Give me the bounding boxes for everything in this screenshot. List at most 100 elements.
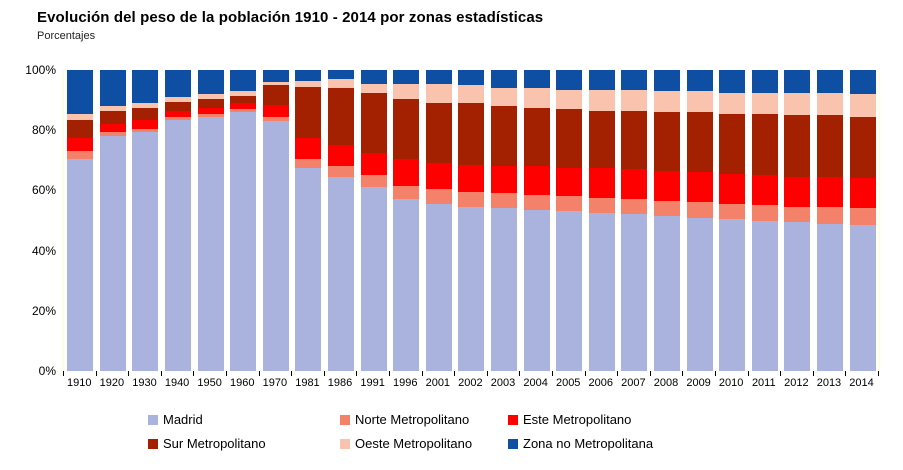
bar-segment-oeste-metropolitano: [165, 97, 192, 102]
bar-segment-zona-no-metropolitana: [523, 70, 550, 89]
bar-2002: [455, 70, 488, 371]
bar-segment-madrid: [621, 214, 648, 371]
bar-segment-madrid: [556, 211, 583, 371]
bar-1991: [357, 70, 390, 371]
bar-segment-sur-metropolitano: [262, 85, 289, 105]
bar-segment-norte-metropolitano: [523, 194, 550, 210]
bar-segment-este-metropolitano: [230, 103, 257, 110]
legend-item-zona-no-metropolitana: Zona no Metropolitana: [508, 436, 768, 451]
bar-segment-oeste-metropolitano: [523, 88, 550, 108]
bar-segment-madrid: [132, 131, 159, 371]
bar-segment-este-metropolitano: [197, 107, 224, 114]
x-tick-label-1910: 1910: [67, 377, 92, 389]
axis-tick: [128, 371, 130, 376]
bar-segment-madrid: [719, 219, 746, 371]
x-tick-label-1920: 1920: [99, 377, 125, 389]
bar-segment-madrid: [328, 176, 355, 371]
bar-segment-norte-metropolitano: [621, 199, 648, 215]
bar-2014: [846, 70, 879, 371]
axis-tick: [160, 371, 162, 376]
bar-segment-oeste-metropolitano: [99, 106, 126, 111]
x-tick-label-2001: 2001: [425, 377, 451, 389]
bar-2011: [748, 70, 781, 371]
bar-segment-madrid: [784, 222, 811, 371]
bar-segment-sur-metropolitano: [425, 103, 452, 164]
bar-segment-oeste-metropolitano: [686, 91, 713, 113]
bar-2005: [553, 70, 586, 371]
legend-label: Madrid: [163, 412, 203, 427]
stacked-bar: [132, 70, 159, 371]
bar-segment-zona-no-metropolitana: [621, 70, 648, 90]
bar-segment-madrid: [816, 223, 843, 371]
x-tick-label-2005: 2005: [555, 377, 581, 389]
legend-item-sur-metropolitano: Sur Metropolitano: [148, 436, 340, 451]
axis-tick: [421, 371, 423, 376]
bar-segment-zona-no-metropolitana: [67, 70, 94, 114]
stacked-bar: [458, 70, 485, 371]
bar-segment-este-metropolitano: [784, 176, 811, 207]
bar-segment-zona-no-metropolitana: [328, 70, 355, 80]
y-tick-label: 60%: [31, 183, 56, 198]
bar-segment-oeste-metropolitano: [328, 79, 355, 89]
axis-tick: [356, 371, 358, 376]
chart-title: Evolución del peso de la población 1910 …: [37, 9, 544, 26]
axis-tick: [389, 371, 390, 376]
bar-segment-este-metropolitano: [719, 173, 746, 204]
bar-segment-norte-metropolitano: [393, 185, 420, 200]
bar-segment-norte-metropolitano: [262, 116, 289, 122]
legend-item-oeste-metropolitano: Oeste Metropolitano: [340, 436, 508, 451]
legend-label: Oeste Metropolitano: [355, 436, 473, 451]
bar-segment-norte-metropolitano: [686, 202, 713, 218]
legend-swatch-norte-metropolitano: [340, 414, 350, 425]
bar-segment-sur-metropolitano: [816, 115, 843, 177]
bar-1940: [162, 70, 195, 371]
bar-segment-madrid: [588, 212, 615, 371]
bar-segment-norte-metropolitano: [491, 193, 518, 209]
axis-tick: [519, 371, 521, 376]
bar-segment-madrid: [295, 167, 322, 371]
bar-2013: [814, 70, 847, 371]
bar-segment-madrid: [262, 121, 289, 371]
axis-tick: [486, 371, 488, 376]
bar-segment-madrid: [849, 225, 876, 371]
bar-segment-sur-metropolitano: [328, 88, 355, 146]
bar-segment-zona-no-metropolitana: [425, 70, 452, 84]
stacked-bar: [849, 70, 876, 371]
stacked-bar: [165, 70, 192, 371]
bar-segment-oeste-metropolitano: [295, 80, 322, 87]
bar-1910: [64, 70, 97, 371]
bar-segment-sur-metropolitano: [523, 107, 550, 167]
axis-tick: [845, 371, 847, 376]
bar-segment-norte-metropolitano: [751, 205, 778, 221]
bar-segment-oeste-metropolitano: [425, 83, 452, 104]
bar-segment-zona-no-metropolitana: [165, 70, 192, 98]
x-tick-label-2003: 2003: [490, 377, 516, 389]
bar-segment-oeste-metropolitano: [849, 94, 876, 117]
bar-segment-oeste-metropolitano: [360, 83, 387, 93]
legend-label: Zona no Metropolitana: [523, 436, 654, 451]
bar-2006: [586, 70, 619, 371]
bar-segment-zona-no-metropolitana: [197, 70, 224, 95]
bar-segment-sur-metropolitano: [556, 109, 583, 168]
bar-segment-oeste-metropolitano: [653, 91, 680, 113]
y-tick-label: 0%: [38, 364, 56, 378]
bar-segment-sur-metropolitano: [230, 95, 257, 104]
bar-2007: [618, 70, 651, 371]
y-tick-label: 100%: [25, 63, 56, 77]
bar-1996: [390, 70, 423, 371]
bar-segment-oeste-metropolitano: [621, 89, 648, 111]
axis-tick: [258, 371, 260, 376]
bar-segment-norte-metropolitano: [588, 197, 615, 213]
axis-tick: [63, 371, 64, 376]
bar-segment-norte-metropolitano: [197, 113, 224, 117]
bar-segment-zona-no-metropolitana: [588, 70, 615, 90]
legend-item-este-metropolitano: Este Metropolitano: [508, 412, 768, 427]
legend-item-norte-metropolitano: Norte Metropolitano: [340, 412, 508, 427]
stacked-bar: [197, 70, 224, 371]
stacked-bar: [360, 70, 387, 371]
x-tick-label-1991: 1991: [360, 377, 385, 389]
bar-segment-norte-metropolitano: [849, 208, 876, 226]
bar-segment-este-metropolitano: [523, 166, 550, 195]
bar-segment-madrid: [197, 116, 224, 371]
stacked-bar: [99, 70, 126, 371]
